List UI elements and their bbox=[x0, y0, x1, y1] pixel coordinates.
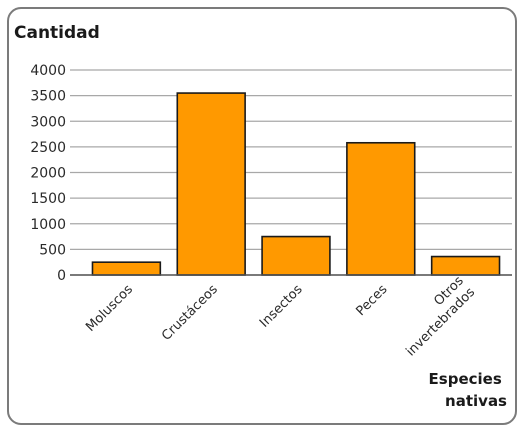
bar bbox=[430, 255, 501, 276]
x-axis-label-line-1: Especies bbox=[429, 370, 502, 388]
chart-frame bbox=[7, 7, 517, 425]
x-category-label-line: Moluscos bbox=[83, 282, 136, 335]
y-axis-label: Cantidad bbox=[14, 23, 100, 43]
y-tick-label: 1500 bbox=[30, 191, 66, 207]
x-category-label-line: Insectos bbox=[257, 282, 306, 331]
y-tick-label: 3500 bbox=[30, 89, 66, 105]
x-category-label: Crustáceos bbox=[159, 282, 221, 344]
y-tick-label: 2000 bbox=[30, 166, 66, 182]
x-category-label-line: Peces bbox=[353, 282, 390, 319]
bars bbox=[91, 92, 501, 276]
y-tick-label: 3000 bbox=[30, 114, 66, 130]
x-axis-label-line-2: nativas bbox=[445, 392, 507, 410]
y-tick-label: 1000 bbox=[30, 217, 66, 233]
y-tick-label: 0 bbox=[57, 268, 66, 284]
x-axis-categories: Moluscos Crustáceos Insectos Peces Otrosinve… bbox=[83, 273, 478, 359]
y-axis-ticks: 0 500 1000 1500 2000 2500 3000 3500 4000 bbox=[30, 63, 66, 284]
y-tick-label: 4000 bbox=[30, 63, 66, 79]
bar bbox=[261, 235, 331, 276]
x-category-label: Moluscos bbox=[83, 282, 136, 335]
x-category-label: Peces bbox=[353, 282, 390, 319]
x-category-label: Insectos bbox=[257, 282, 306, 331]
x-category-label-line: Crustáceos bbox=[159, 282, 221, 344]
bar bbox=[91, 261, 162, 276]
y-tick-label: 500 bbox=[39, 242, 66, 258]
bar bbox=[346, 141, 416, 276]
x-axis-label: Especies nativas bbox=[429, 370, 508, 410]
y-tick-label: 2500 bbox=[30, 140, 66, 156]
bar bbox=[176, 92, 246, 276]
x-category-label: Otrosinvertebrados bbox=[392, 273, 478, 359]
